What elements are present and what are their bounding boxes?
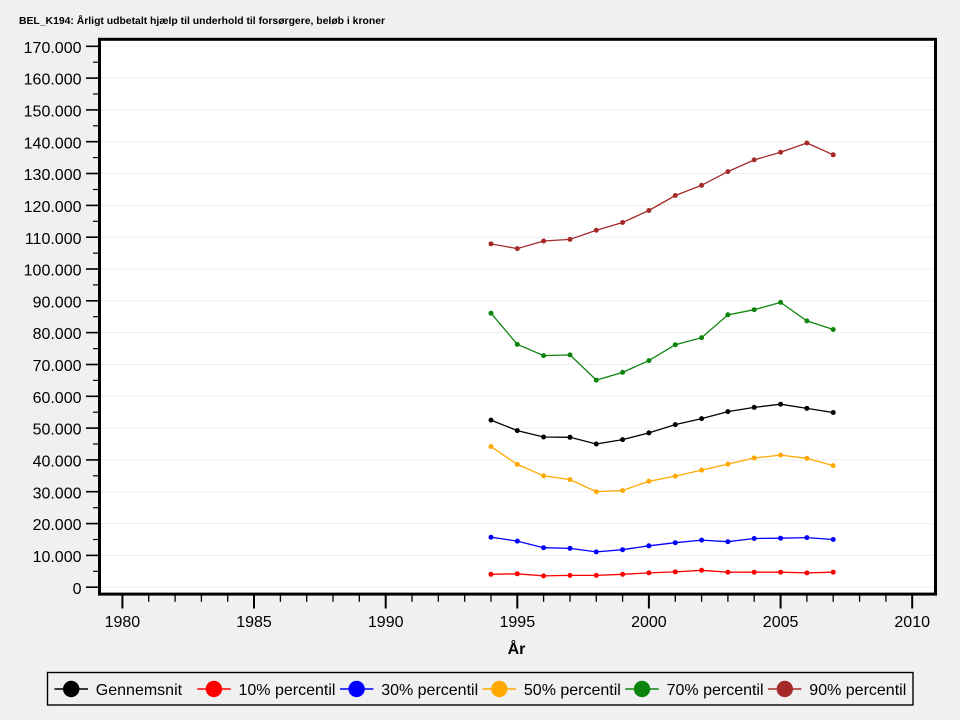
svg-text:BEL_K194: Årligt udbetalt hjæl: BEL_K194: Årligt udbetalt hjælp til unde… xyxy=(19,14,385,27)
svg-text:50.000: 50.000 xyxy=(33,422,82,439)
svg-text:70.000: 70.000 xyxy=(33,358,82,375)
svg-text:90% percentil: 90% percentil xyxy=(809,682,906,699)
svg-text:90.000: 90.000 xyxy=(33,294,82,311)
svg-text:10% percentil: 10% percentil xyxy=(239,682,336,699)
svg-text:2000: 2000 xyxy=(631,614,667,631)
svg-text:80.000: 80.000 xyxy=(33,326,82,343)
svg-text:Gennemsnit: Gennemsnit xyxy=(96,682,183,699)
svg-text:160.000: 160.000 xyxy=(24,72,82,89)
svg-text:1980: 1980 xyxy=(105,614,141,631)
svg-text:År: År xyxy=(508,639,526,658)
svg-text:40.000: 40.000 xyxy=(33,454,82,471)
svg-text:50% percentil: 50% percentil xyxy=(524,682,621,699)
svg-text:30.000: 30.000 xyxy=(33,485,82,502)
svg-text:0: 0 xyxy=(73,581,82,598)
svg-text:100.000: 100.000 xyxy=(24,263,82,280)
svg-text:70% percentil: 70% percentil xyxy=(667,682,764,699)
svg-text:150.000: 150.000 xyxy=(24,104,82,121)
svg-text:2005: 2005 xyxy=(763,614,799,631)
svg-text:2010: 2010 xyxy=(894,614,930,631)
svg-text:60.000: 60.000 xyxy=(33,390,82,407)
svg-text:1990: 1990 xyxy=(368,614,404,631)
svg-text:130.000: 130.000 xyxy=(24,167,82,184)
svg-text:1985: 1985 xyxy=(236,614,272,631)
svg-text:20.000: 20.000 xyxy=(33,517,82,534)
svg-text:30% percentil: 30% percentil xyxy=(381,682,478,699)
svg-text:120.000: 120.000 xyxy=(24,199,82,216)
svg-text:170.000: 170.000 xyxy=(24,40,82,57)
svg-text:140.000: 140.000 xyxy=(24,135,82,152)
svg-text:10.000: 10.000 xyxy=(33,549,82,566)
svg-text:1995: 1995 xyxy=(500,614,536,631)
svg-text:110.000: 110.000 xyxy=(25,231,82,248)
